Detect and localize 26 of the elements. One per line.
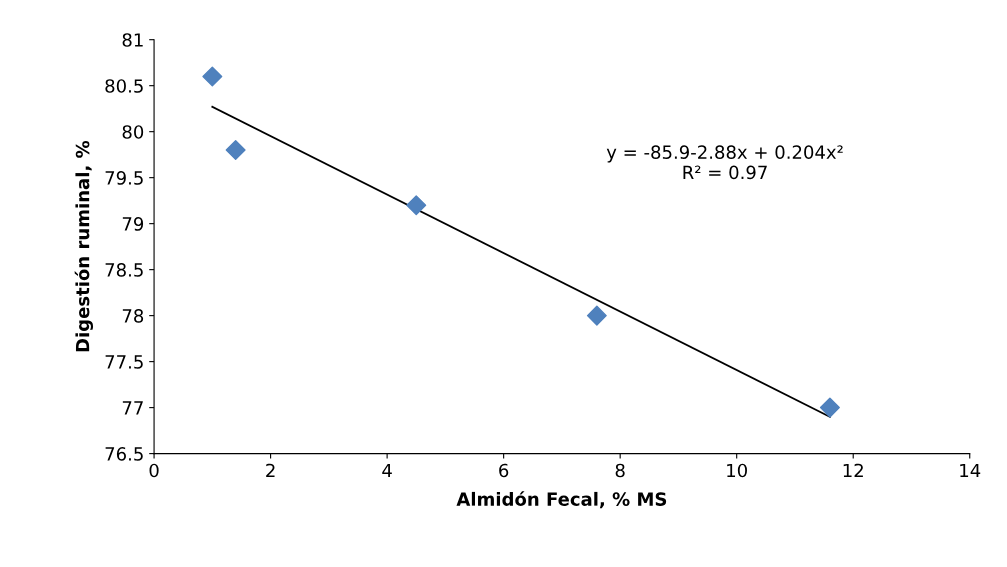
y-tick-label: 79.5 bbox=[105, 171, 143, 185]
annotation: y = -85.9-2.88x + 0.204x² R² = 0.97 bbox=[606, 145, 843, 180]
y-tick-label: 80 bbox=[122, 125, 144, 139]
y-tick-label: 78 bbox=[122, 309, 144, 323]
x-tick-label: 8 bbox=[615, 463, 625, 478]
y-tick-label: 77 bbox=[122, 401, 143, 415]
y-axis-title: Digestión ruminal, % bbox=[74, 140, 94, 352]
y-tick-label: 76.5 bbox=[105, 447, 143, 461]
y-tick-label: 80.5 bbox=[105, 79, 143, 93]
x-tick-label: 12 bbox=[843, 463, 863, 478]
point bbox=[406, 195, 427, 216]
point bbox=[586, 305, 607, 326]
x-tick-label: 6 bbox=[499, 463, 509, 478]
point bbox=[819, 397, 840, 418]
y-tick-label: 77.5 bbox=[105, 355, 143, 369]
x-tick-label: 14 bbox=[960, 463, 981, 478]
point bbox=[225, 140, 246, 161]
x-tick-label: 10 bbox=[727, 463, 747, 478]
y-tick-label: 79 bbox=[122, 217, 144, 231]
x-axis-title: Almidón Fecal, % MS bbox=[456, 491, 667, 509]
x-tick-label: 0 bbox=[149, 463, 159, 478]
point bbox=[202, 66, 223, 87]
y-tick-label: 78.5 bbox=[105, 263, 143, 277]
x-tick-label: 2 bbox=[266, 463, 275, 478]
x-tick-label: 4 bbox=[382, 463, 392, 478]
y-tick-label: 81 bbox=[122, 33, 143, 47]
